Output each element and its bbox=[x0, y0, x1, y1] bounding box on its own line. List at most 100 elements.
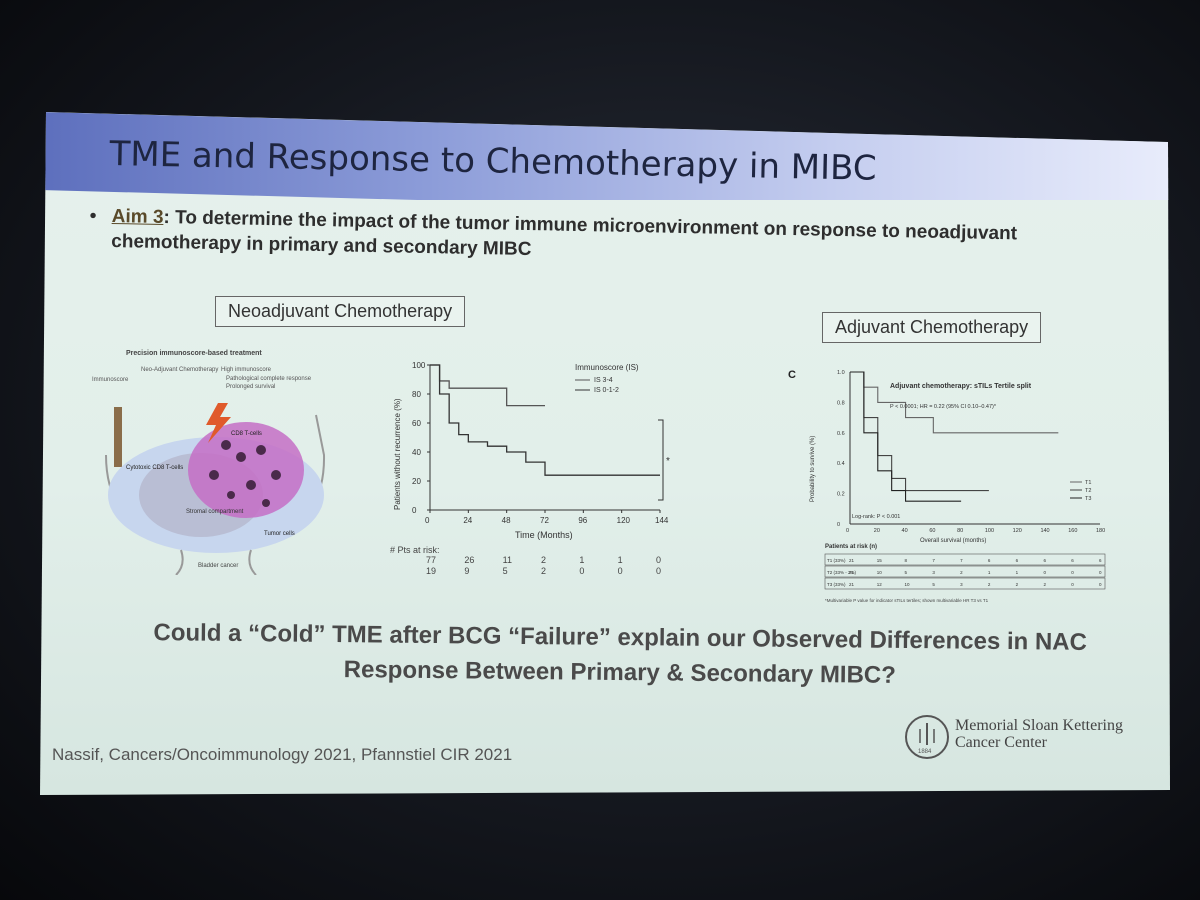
km2-risk-cell: 2 bbox=[1043, 582, 1046, 587]
km1-x-tick-label: 0 bbox=[425, 516, 430, 525]
km2-stat: P < 0.0001; HR = 0.22 (95% CI 0.10–0.47)… bbox=[890, 404, 997, 410]
km2-risk-cell: 6 bbox=[1071, 558, 1074, 563]
fig1-item1: Pathological complete response bbox=[226, 376, 312, 382]
km1-line-is012 bbox=[430, 364, 660, 476]
fig1-item2: Prolonged survival bbox=[226, 384, 275, 390]
fig1-title: Precision immunoscore-based treatment bbox=[126, 350, 262, 357]
km2-risk-cell: 0 bbox=[1043, 570, 1046, 575]
km1-risk-cell: 0 bbox=[656, 555, 662, 565]
km2-x-tick-label: 180 bbox=[1096, 528, 1105, 534]
km1-x-tick-label: 144 bbox=[655, 516, 669, 525]
km2-risk-cell: 15 bbox=[877, 558, 883, 563]
km1-risk-cell: 5 bbox=[502, 566, 508, 576]
km2-risk-cell: 0 bbox=[1071, 570, 1074, 575]
km-chart-adjuvant: 0 20 40 60 80 100 120 140 160 180 0 0.2 0.4 0.6 0.8 1.0… bbox=[788, 369, 1105, 544]
km1-risk-table: # Pts at risk: 77 26 11 2 1 1 0 19 9 5 2 0 0 0 bbox=[380, 545, 680, 577]
km1-risk-cell: 19 bbox=[426, 566, 437, 576]
km2-line-t1 bbox=[850, 371, 1059, 434]
fig1-label-cd8: CD8 T-cells bbox=[231, 431, 262, 437]
km2-risk-cell: 10 bbox=[905, 582, 911, 587]
fig1-label-cytotoxic: Cytotoxic CD8 T-cells bbox=[126, 465, 183, 471]
km1-risk-cell: 9 bbox=[464, 566, 470, 576]
neoadjuvant-label: Neoadjuvant Chemotherapy bbox=[215, 296, 466, 327]
fig1-label-compartment: Stromal compartment bbox=[186, 509, 244, 515]
km2-risk-cell: 0 bbox=[1071, 582, 1074, 587]
km2-x-tick-label: 120 bbox=[1013, 528, 1022, 534]
km2-line-t3 bbox=[850, 371, 962, 502]
immunoscore-schematic: Precision immunoscore-based treatment Ne… bbox=[92, 350, 326, 575]
km1-risk-cell: 0 bbox=[656, 566, 662, 576]
km2-panel: C bbox=[788, 369, 796, 381]
fig1-label-nac: Neo-Adjuvant Chemotherapy bbox=[141, 367, 218, 373]
km2-y-tick-label: 1.0 bbox=[837, 370, 845, 376]
km1-xlabel: Time (Months) bbox=[515, 530, 573, 540]
km2-legend-item: T2 bbox=[1085, 488, 1091, 494]
km2-risk-cell: 10 bbox=[877, 570, 883, 575]
km1-risk-row: 19 9 5 2 0 0 0 bbox=[380, 566, 680, 577]
km2-risk-cell: 21 bbox=[849, 582, 855, 587]
aim-text: : To determine the impact of the tumor i… bbox=[111, 206, 1018, 261]
km1-risk-cell: 2 bbox=[541, 555, 547, 565]
km2-x-tick-label: 60 bbox=[929, 528, 935, 534]
adjuvant-label: Adjuvant Chemotherapy bbox=[822, 312, 1042, 343]
km2-risk-cell: 1 bbox=[1016, 570, 1019, 575]
fig1-label-high: High immunoscore bbox=[221, 367, 272, 373]
km2-ylabel: Probability to survive (%) bbox=[810, 436, 816, 502]
km2-risk-cell: 6 bbox=[1099, 558, 1102, 563]
km2-risk-row bbox=[824, 553, 1106, 566]
km1-y-tick-label: 100 bbox=[412, 361, 426, 370]
projection-screen: TME and Response to Chemotherapy in MIBC… bbox=[40, 112, 1170, 795]
km2-risk-row bbox=[824, 565, 1106, 578]
km2-risk-cell: 6 bbox=[988, 558, 991, 563]
km2-x-tick-label: 160 bbox=[1068, 528, 1077, 534]
km1-y-tick-label: 40 bbox=[412, 448, 421, 457]
km2-y-tick-label: 0.2 bbox=[837, 492, 845, 498]
bladder-neck bbox=[175, 549, 257, 575]
km2-x-tick-label: 100 bbox=[985, 528, 994, 534]
km2-risk-cell: 6 bbox=[1043, 558, 1046, 563]
km1-y-tick-label: 20 bbox=[412, 477, 421, 486]
mskcc-logo: 1884 Memorial Sloan Kettering Cancer Cen… bbox=[905, 715, 1170, 765]
km2-risk-table: Patients at risk (n) T1 (33%) 21 15 8 7 7 6 6 6 6… bbox=[824, 544, 1106, 603]
lightning-icon bbox=[206, 403, 231, 443]
logo-line2: Cancer Center bbox=[955, 734, 1047, 751]
km2-risk-group: T1 (33%) bbox=[827, 558, 846, 563]
logo-year: 1884 bbox=[918, 749, 932, 755]
km1-y-tick-label: 80 bbox=[412, 390, 421, 399]
km1-risk-cell: 11 bbox=[502, 555, 512, 565]
km2-risk-cell: 5 bbox=[905, 570, 908, 575]
km1-y-tick-label: 0 bbox=[412, 506, 417, 515]
km2-risk-cell: 5 bbox=[932, 582, 935, 587]
km1-risk-cell: 1 bbox=[617, 555, 623, 565]
km2-y-tick-label: 0 bbox=[837, 522, 840, 528]
aim-label: Aim 3 bbox=[111, 205, 164, 228]
km2-risk-cell: 0 bbox=[1099, 582, 1102, 587]
citation: Nassif, Cancers/Oncoimmunology 2021, Pfa… bbox=[52, 745, 513, 764]
km2-risk-cell: 21 bbox=[849, 570, 855, 575]
km2-risk-title: Patients at risk (n) bbox=[825, 544, 877, 550]
km2-risk-cell: 12 bbox=[877, 582, 883, 587]
km1-risk-cell: 77 bbox=[426, 555, 437, 565]
km2-logrank: Log-rank: P < 0.001 bbox=[852, 514, 900, 520]
km1-ylabel: Patients without recurrence (%) bbox=[393, 398, 402, 510]
km1-x-tick-label: 72 bbox=[540, 516, 549, 525]
km1-x-tick-label: 48 bbox=[502, 516, 511, 525]
km2-x-tick-label: 140 bbox=[1040, 528, 1049, 534]
km1-risk-cell: 1 bbox=[579, 555, 585, 565]
km2-risk-group: T3 (33%) bbox=[827, 582, 846, 587]
km1-x-tick-label: 24 bbox=[463, 516, 472, 525]
km1-legend-title: Immunoscore (IS) bbox=[575, 363, 639, 372]
km2-x-tick-label: 80 bbox=[957, 528, 963, 534]
km2-x-tick-label: 20 bbox=[874, 528, 880, 534]
km2-x-tick-label: 40 bbox=[902, 528, 908, 534]
km1-risk-row: 77 26 11 2 1 1 0 bbox=[380, 555, 680, 566]
km2-risk-cell: 0 bbox=[1099, 570, 1102, 575]
fig1-label-tumor: Tumor cells bbox=[264, 531, 295, 537]
km2-risk-group: T2 (33% - 2%) bbox=[827, 570, 857, 575]
km1-x-tick-label: 120 bbox=[617, 516, 631, 525]
km2-risk-cell: 21 bbox=[849, 558, 855, 563]
logo-text: Memorial Sloan Kettering Cancer Center bbox=[955, 717, 1123, 751]
km2-x-tick-label: 0 bbox=[846, 528, 849, 534]
km1-risk-cell: 2 bbox=[541, 566, 547, 576]
km2-risk-cell: 7 bbox=[960, 558, 963, 563]
